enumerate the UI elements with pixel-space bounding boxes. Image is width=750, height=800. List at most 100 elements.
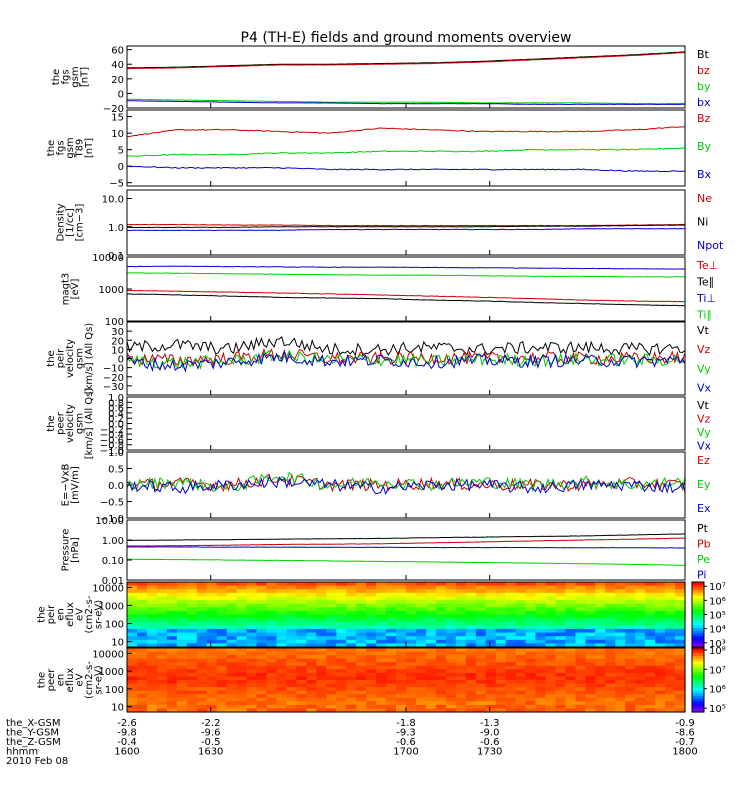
spectrogram-cell [465, 603, 477, 608]
spectrogram-cell [146, 697, 158, 702]
spectrogram-cell [206, 643, 218, 648]
spectrogram-cell [485, 701, 497, 706]
spectrogram-cell [127, 708, 138, 713]
spectrogram-cell [485, 690, 497, 695]
spectrogram-cell [435, 697, 447, 702]
spectrogram-cell [396, 607, 407, 612]
spectrogram-cell [645, 704, 656, 710]
spectrogram-cell [665, 589, 676, 594]
spectrogram-cell [406, 648, 417, 653]
spectrogram-cell [445, 582, 457, 587]
spectrogram-cell [306, 582, 317, 587]
y-tick-label: 60 [111, 46, 124, 57]
spectrogram-cell [635, 697, 646, 702]
spectrogram-cell [635, 648, 646, 653]
spectrogram-cell [555, 632, 567, 637]
spectrogram-cell [665, 680, 676, 685]
spectrogram-cell [306, 648, 317, 653]
spectrogram-cell [176, 607, 188, 612]
spectrogram-cell [425, 607, 437, 612]
spectrogram-cell [276, 662, 288, 667]
spectrogram-cell [485, 658, 497, 663]
spectrogram-cell [525, 600, 537, 605]
spectrogram-cell [356, 655, 367, 660]
spectrogram-cell [485, 625, 497, 630]
spectrogram-cell [485, 648, 497, 653]
spectrogram-cell [176, 582, 188, 587]
spectrogram-cell [665, 585, 676, 590]
spectrogram-cell [595, 610, 606, 616]
spectrogram-cell [525, 687, 537, 692]
spectrogram-cell [465, 680, 477, 685]
spectrogram-cell [465, 672, 477, 678]
spectrogram-cell [376, 697, 387, 702]
spectrogram-cell [465, 589, 477, 594]
x-axis-row-value: 1730 [477, 747, 502, 758]
spectrogram-cell [236, 600, 248, 605]
spectrogram-cell [555, 662, 567, 667]
spectrogram-cell [276, 697, 288, 702]
y-axis-label-line: velocity [65, 404, 76, 443]
spectrogram-cell [306, 589, 317, 594]
spectrogram-cell [595, 639, 606, 644]
spectrogram-cell [396, 665, 407, 670]
spectrogram-cell [266, 694, 278, 699]
spectrogram-cell [316, 662, 327, 667]
colorbar-segment [692, 688, 704, 692]
spectrogram-cell [645, 592, 656, 597]
spectrogram-cell [555, 658, 567, 663]
spectrogram-cell [166, 596, 178, 601]
spectrogram-cell [206, 665, 218, 670]
spectrogram-cell [416, 662, 427, 667]
spectrogram-cell [635, 665, 646, 670]
spectrogram-cell [585, 628, 596, 634]
spectrogram-cell [425, 648, 437, 653]
spectrogram-cell [425, 585, 437, 590]
spectrogram-cell [386, 614, 397, 619]
spectrogram-cell [166, 614, 178, 619]
spectrogram-cell [186, 694, 198, 699]
spectrogram-cell [595, 690, 606, 695]
spectrogram-cell [186, 614, 198, 619]
spectrogram-cell [196, 683, 208, 688]
spectrogram-cell [186, 655, 198, 660]
spectrogram-cell [485, 708, 497, 713]
spectrogram-cell [595, 607, 606, 612]
spectrogram-cell [416, 592, 427, 597]
spectrogram-cell [236, 694, 248, 699]
y-axis-label: Pressure[nPa] [60, 529, 81, 572]
spectrogram-cell [445, 603, 457, 608]
spectrogram-cell [316, 687, 327, 692]
spectrogram-cell [535, 596, 547, 601]
spectrogram-cell [545, 648, 557, 653]
spectrogram-cell [485, 632, 497, 637]
spectrogram-cell [565, 582, 576, 587]
spectrogram-cell [266, 632, 278, 637]
spectrogram-cell [406, 676, 417, 681]
spectrogram-cell [635, 662, 646, 667]
spectrogram-cell [525, 592, 537, 597]
spectrogram-cell [575, 683, 586, 688]
spectrogram-cell [276, 669, 288, 674]
spectrogram-cell [336, 697, 347, 702]
spectrogram-cell [535, 655, 547, 660]
spectrogram-cell [555, 621, 567, 626]
colorbar-segment [692, 611, 704, 616]
spectrogram-cell [366, 589, 377, 594]
spectrogram-cell [396, 600, 407, 605]
spectrogram-cell [366, 708, 377, 713]
spectrogram-cell [625, 662, 636, 667]
spectrogram-cell [605, 592, 616, 597]
spectrogram-cell [316, 618, 327, 623]
spectrogram-cell [236, 687, 248, 692]
legend-entry: Vt [697, 324, 710, 337]
spectrogram-cell [196, 676, 208, 681]
spectrogram-cell [326, 676, 337, 681]
spectrogram-cell [306, 672, 317, 678]
panel-frame [126, 321, 686, 396]
spectrogram-cell [326, 600, 337, 605]
spectrogram-cell [137, 636, 148, 641]
spectrogram-cell [625, 697, 636, 702]
spectrogram-cell [266, 708, 278, 713]
spectrogram-cell [545, 672, 557, 678]
